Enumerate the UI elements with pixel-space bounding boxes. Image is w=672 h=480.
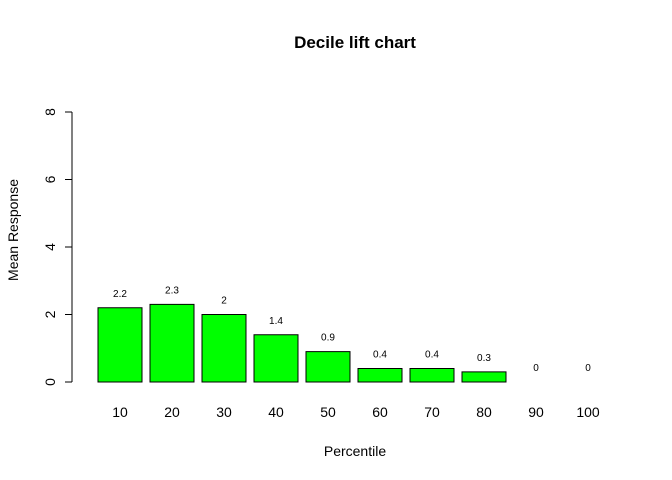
- x-tick-label: 40: [268, 404, 284, 420]
- bar: [201, 314, 247, 383]
- y-axis-label: Mean Response: [5, 179, 21, 281]
- bar: [149, 303, 195, 383]
- chart-title: Decile lift chart: [294, 33, 416, 52]
- y-tick-label: 0: [42, 378, 58, 386]
- bar: [97, 307, 143, 383]
- x-tick-label: 100: [576, 404, 600, 420]
- y-tick-label: 6: [42, 175, 58, 183]
- data-label: 2.3: [165, 285, 179, 296]
- data-label: 0.9: [321, 333, 335, 344]
- data-label: 0.4: [373, 350, 387, 361]
- data-label: 0.4: [425, 350, 439, 361]
- data-label: 2.2: [113, 289, 127, 300]
- bar: [409, 368, 455, 383]
- x-tick-label: 70: [424, 404, 440, 420]
- bar: [357, 368, 403, 383]
- data-label: 2: [221, 296, 227, 307]
- data-label: 1.4: [269, 316, 283, 327]
- x-tick-label: 50: [320, 404, 336, 420]
- x-tick-label: 30: [216, 404, 232, 420]
- bar: [305, 351, 351, 383]
- y-tick-label: 4: [42, 243, 58, 251]
- plot-area: 0 2 4 6 8 2.2 10 2.3 20 2 30 1.4 40 0.9 50 0.4 60 0.4 70 0.…: [42, 108, 600, 420]
- data-label: 0: [585, 363, 591, 374]
- x-tick-label: 20: [164, 404, 180, 420]
- data-label: 0: [533, 363, 539, 374]
- y-tick-label: 2: [42, 310, 58, 318]
- bar: [253, 334, 299, 383]
- data-label: 0.3: [477, 353, 491, 364]
- x-tick-label: 90: [528, 404, 544, 420]
- x-tick-label: 10: [112, 404, 128, 420]
- y-tick-label: 8: [42, 108, 58, 116]
- x-tick-label: 80: [476, 404, 492, 420]
- bar: [461, 371, 507, 383]
- x-axis-label: Percentile: [324, 443, 386, 459]
- x-tick-label: 60: [372, 404, 388, 420]
